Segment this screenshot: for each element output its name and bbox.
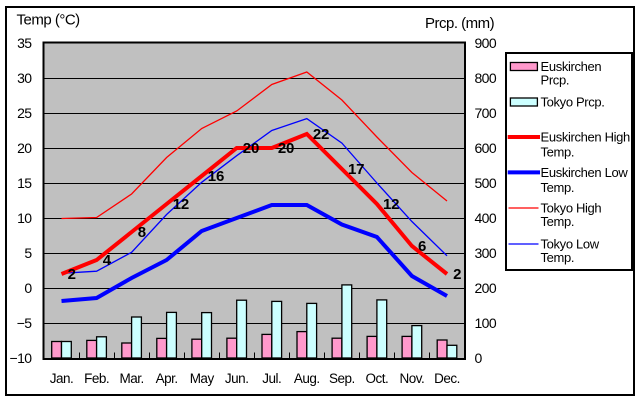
svg-text:Dec.: Dec. <box>434 371 460 386</box>
svg-text:Temp.: Temp. <box>541 214 575 229</box>
svg-text:Euskirchen Low: Euskirchen Low <box>541 165 629 180</box>
svg-text:200: 200 <box>475 280 497 296</box>
svg-text:Apr.: Apr. <box>156 371 178 386</box>
svg-text:Prcp. (mm): Prcp. (mm) <box>425 15 495 32</box>
svg-text:400: 400 <box>475 210 497 226</box>
svg-text:May: May <box>190 371 215 386</box>
svg-text:Temp.: Temp. <box>541 145 575 160</box>
svg-text:20: 20 <box>278 140 294 157</box>
svg-text:600: 600 <box>475 140 497 156</box>
svg-text:12: 12 <box>383 196 399 213</box>
svg-text:30: 30 <box>17 70 32 86</box>
svg-text:Prcp.: Prcp. <box>541 73 570 88</box>
svg-text:0: 0 <box>24 280 32 296</box>
svg-text:Sep.: Sep. <box>329 371 355 386</box>
svg-text:Aug.: Aug. <box>294 371 320 386</box>
svg-text:12: 12 <box>173 196 189 213</box>
svg-text:Tokyo Prcp.: Tokyo Prcp. <box>541 95 605 110</box>
svg-text:16: 16 <box>208 168 224 185</box>
svg-text:5: 5 <box>24 245 32 261</box>
svg-text:15: 15 <box>17 175 32 191</box>
svg-text:Jun.: Jun. <box>225 371 249 386</box>
svg-text:Feb.: Feb. <box>84 371 109 386</box>
svg-text:2: 2 <box>453 266 461 283</box>
svg-text:10: 10 <box>17 210 32 226</box>
svg-text:22: 22 <box>313 126 329 143</box>
svg-text:Euskirchen: Euskirchen <box>541 59 602 74</box>
svg-text:6: 6 <box>418 238 426 255</box>
svg-text:0: 0 <box>475 350 483 366</box>
svg-text:2: 2 <box>68 266 76 283</box>
svg-text:800: 800 <box>475 70 497 86</box>
svg-text:35: 35 <box>17 35 32 51</box>
svg-text:Temp (°C): Temp (°C) <box>17 12 81 29</box>
svg-text:100: 100 <box>475 315 497 331</box>
svg-text:Euskirchen High: Euskirchen High <box>541 130 631 145</box>
svg-text:Jan.: Jan. <box>50 371 74 386</box>
svg-text:300: 300 <box>475 245 497 261</box>
svg-text:4: 4 <box>103 252 112 269</box>
svg-text:900: 900 <box>475 35 497 51</box>
svg-text:Jul.: Jul. <box>262 371 281 386</box>
svg-text:17: 17 <box>348 161 364 178</box>
svg-text:Oct.: Oct. <box>366 371 389 386</box>
svg-text:Nov.: Nov. <box>400 371 425 386</box>
svg-text:700: 700 <box>475 105 497 121</box>
svg-text:500: 500 <box>475 175 497 191</box>
svg-text:25: 25 <box>17 105 32 121</box>
svg-text:20: 20 <box>17 140 32 156</box>
svg-text:Temp.: Temp. <box>541 250 575 265</box>
svg-text:20: 20 <box>243 140 259 157</box>
svg-text:Tokyo Low: Tokyo Low <box>541 237 600 252</box>
svg-text:Temp.: Temp. <box>541 180 575 195</box>
svg-text:−10: −10 <box>10 350 33 366</box>
svg-text:−5: −5 <box>17 315 33 331</box>
svg-text:Mar.: Mar. <box>119 371 143 386</box>
svg-text:8: 8 <box>138 224 146 241</box>
svg-text:Tokyo High: Tokyo High <box>541 201 602 216</box>
